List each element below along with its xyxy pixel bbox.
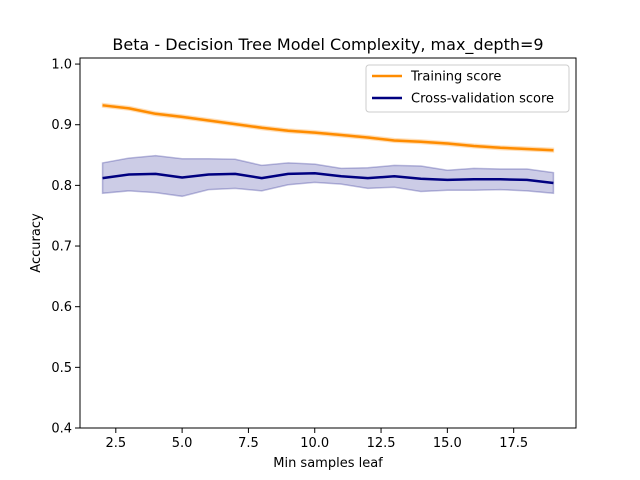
data-point-training bbox=[234, 123, 236, 125]
data-point-cross-validation bbox=[393, 175, 395, 177]
y-tick-label: 0.4 bbox=[51, 422, 72, 437]
data-point-training bbox=[552, 149, 554, 151]
legend-box bbox=[365, 64, 570, 113]
data-point-cross-validation bbox=[181, 176, 183, 178]
legend-label-training: Training score bbox=[410, 70, 501, 85]
data-point-training bbox=[128, 107, 130, 109]
y-axis-label: Accuracy bbox=[29, 213, 44, 273]
data-point-cross-validation bbox=[260, 177, 262, 179]
data-point-training bbox=[367, 136, 369, 138]
data-point-training bbox=[260, 127, 262, 129]
data-point-cross-validation bbox=[526, 179, 528, 181]
legend: Training score Cross-validation score bbox=[365, 64, 570, 113]
data-point-training bbox=[287, 130, 289, 132]
y-tick-label: 0.5 bbox=[51, 361, 72, 376]
data-point-cross-validation bbox=[234, 173, 236, 175]
data-point-cross-validation bbox=[552, 182, 554, 184]
data-point-cross-validation bbox=[128, 173, 130, 175]
data-point-cross-validation bbox=[446, 179, 448, 181]
data-point-training bbox=[181, 116, 183, 118]
series-lines bbox=[101, 104, 554, 185]
y-tick-label: 0.8 bbox=[51, 179, 72, 194]
x-tick-label: 2.5 bbox=[105, 436, 126, 451]
chart-title: Beta - Decision Tree Model Complexity, m… bbox=[112, 35, 543, 55]
data-point-cross-validation bbox=[473, 178, 475, 180]
data-point-cross-validation bbox=[207, 173, 209, 175]
data-point-cross-validation bbox=[340, 175, 342, 177]
x-axis-label: Min samples leaf bbox=[273, 456, 383, 471]
legend-label-cross-validation: Cross-validation score bbox=[411, 92, 554, 107]
data-point-training bbox=[340, 134, 342, 136]
data-point-training bbox=[420, 141, 422, 143]
y-axis-ticks: 0.4 0.5 0.6 0.7 0.8 0.9 1.0 bbox=[51, 58, 80, 437]
data-point-cross-validation bbox=[101, 177, 103, 179]
data-point-training bbox=[499, 147, 501, 149]
series-line-cross-validation bbox=[102, 172, 554, 185]
plot-frame bbox=[79, 57, 577, 429]
data-point-training bbox=[154, 113, 156, 115]
x-tick-label: 17.5 bbox=[499, 436, 528, 451]
x-tick-label: 10.0 bbox=[300, 436, 329, 451]
series-line-training bbox=[102, 104, 554, 152]
data-point-cross-validation bbox=[154, 173, 156, 175]
x-tick-label: 15.0 bbox=[433, 436, 462, 451]
x-tick-label: 7.5 bbox=[238, 436, 259, 451]
data-point-cross-validation bbox=[420, 178, 422, 180]
data-point-cross-validation bbox=[367, 177, 369, 179]
data-point-training bbox=[473, 145, 475, 147]
x-tick-label: 5.0 bbox=[172, 436, 193, 451]
x-tick-label: 12.5 bbox=[367, 436, 396, 451]
y-tick-label: 0.7 bbox=[51, 240, 72, 255]
data-point-training bbox=[446, 142, 448, 144]
data-point-training bbox=[314, 131, 316, 133]
data-point-cross-validation bbox=[314, 172, 316, 174]
data-point-training bbox=[101, 104, 103, 106]
data-point-training bbox=[526, 148, 528, 150]
data-point-training bbox=[393, 139, 395, 141]
data-point-cross-validation bbox=[287, 173, 289, 175]
y-tick-label: 1.0 bbox=[51, 58, 72, 73]
data-point-training bbox=[207, 119, 209, 121]
data-point-cross-validation bbox=[499, 178, 501, 180]
y-tick-label: 0.9 bbox=[51, 118, 72, 133]
x-axis-ticks: 2.5 5.0 7.5 10.0 12.5 15.0 17.5 bbox=[105, 428, 528, 451]
y-tick-label: 0.6 bbox=[51, 300, 72, 315]
